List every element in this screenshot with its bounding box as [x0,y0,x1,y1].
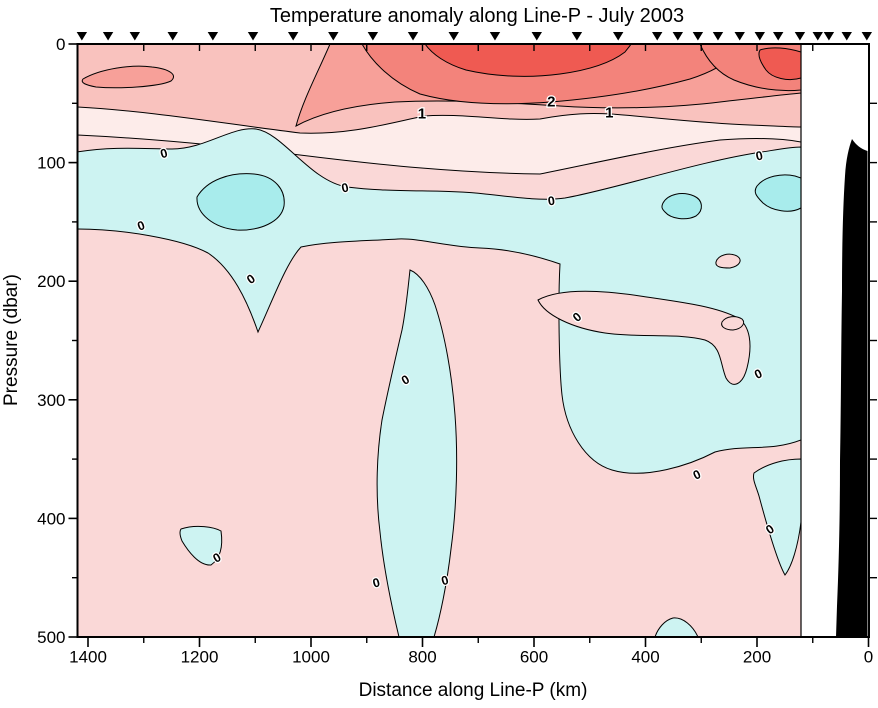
station-marker-triangle [489,32,501,41]
chart-title: Temperature anomaly along Line-P - July … [270,5,684,27]
filled-region [376,269,458,637]
station-marker-triangle [812,32,823,41]
station-marker-triangle [672,32,684,41]
x-tick-label: 600 [520,648,548,667]
contour-field [77,44,801,637]
x-tick-label: 200 [743,648,771,667]
station-marker-triangle [76,32,88,41]
x-tick-label: 400 [631,648,659,667]
y-tick-label: 0 [56,35,65,54]
filled-region [661,193,702,220]
contour-value-label: 0 [547,194,556,209]
station-marker-triangle [841,32,852,41]
x-tick-label: 0 [864,648,873,667]
x-tick-label: 1200 [181,648,219,667]
x-axis-label: Distance along Line-P (km) [359,680,588,701]
filled-region [81,65,174,89]
filled-region [758,47,801,81]
station-marker-triangle [734,32,745,41]
station-marker-triangle [612,32,624,41]
station-marker-triangle [129,32,141,41]
station-marker-triangle [247,32,259,41]
y-tick-label: 300 [37,391,65,410]
x-tick-label: 800 [408,648,436,667]
x-tick-label: 1000 [292,648,330,667]
axis-tick-labels: 1400 1200 1000 800 600 400 200 0 0 100 200 300 400 50… [37,35,873,667]
seafloor-silhouette [836,139,868,637]
station-marker-triangle [861,32,873,41]
filled-region [424,44,632,77]
station-marker-triangle [407,32,419,41]
filled-region [721,316,745,331]
station-marker-triangle [571,32,583,41]
station-marker-triangle [754,32,765,41]
filled-region [196,173,285,231]
station-marker-triangle [448,32,459,41]
station-markers [76,32,873,41]
y-tick-label: 200 [37,272,65,291]
y-tick-label: 400 [37,509,65,528]
station-marker-triangle [531,32,542,41]
filled-region [754,174,801,212]
contour-value-label: 1 [418,105,426,122]
filled-region [715,253,741,269]
filled-region [179,525,223,566]
station-marker-triangle [794,32,806,41]
contour-value-label: 1 [605,104,613,121]
station-marker-triangle [328,32,339,41]
station-marker-triangle [102,32,114,41]
x-tick-label: 1400 [69,648,107,667]
y-tick-label: 500 [37,628,65,647]
axis-ticks [68,43,877,647]
filled-region [654,617,699,637]
station-marker-triangle [652,32,663,41]
station-marker-triangle [367,32,379,41]
station-marker-triangle [823,32,835,41]
filled-region [753,458,801,576]
contour-value-label: 2 [547,94,555,111]
filled-region [537,290,751,385]
station-marker-triangle [207,32,219,41]
station-marker-triangle [772,32,784,41]
station-marker-triangle [692,32,704,41]
station-marker-triangle [287,32,299,41]
y-tick-label: 100 [37,154,65,173]
station-marker-triangle [167,32,178,41]
y-axis-label: Pressure (dbar) [1,274,22,406]
station-marker-triangle [712,32,724,41]
